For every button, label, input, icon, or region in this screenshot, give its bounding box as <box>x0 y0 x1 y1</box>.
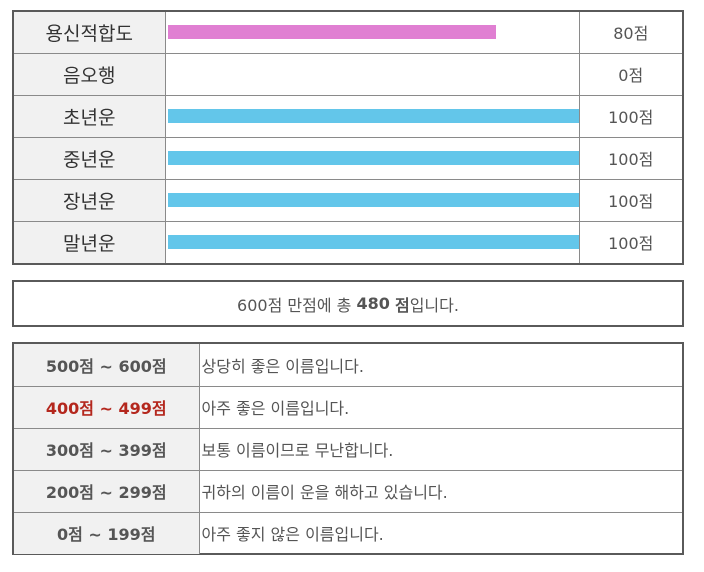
grade-row: 500점 ~ 600점 상당히 좋은 이름입니다. <box>14 344 682 387</box>
score-bar-cell <box>164 136 580 180</box>
total-value: 480 <box>356 294 390 313</box>
total-prefix: 600점 만점에 총 <box>237 295 352 315</box>
score-value: 80점 <box>578 12 682 54</box>
score-bar <box>167 25 497 40</box>
score-row: 음오행 0점 <box>14 52 682 96</box>
score-bar-cell <box>164 12 580 54</box>
grade-row: 400점 ~ 499점 아주 좋은 이름입니다. <box>14 385 682 429</box>
score-row: 장년운 100점 <box>14 178 682 222</box>
score-bar <box>167 151 579 165</box>
score-row: 초년운 100점 <box>14 94 682 138</box>
total-unit: 점 <box>394 295 410 315</box>
grade-row: 300점 ~ 399점 보통 이름이므로 무난합니다. <box>14 427 682 471</box>
score-bar <box>167 109 579 123</box>
grade-description: 상당히 좋은 이름입니다. <box>198 344 682 387</box>
grade-range: 0점 ~ 199점 <box>14 511 200 554</box>
grade-description: 보통 이름이므로 무난합니다. <box>198 427 682 471</box>
score-row: 용신적합도 80점 <box>14 12 682 54</box>
grade-row: 200점 ~ 299점 귀하의 이름이 운을 해하고 있습니다. <box>14 469 682 513</box>
total-summary: 600점 만점에 총 480 점 입니다. <box>12 280 684 327</box>
score-bar-cell <box>164 94 580 138</box>
score-label: 초년운 <box>14 94 166 138</box>
grade-description: 귀하의 이름이 운을 해하고 있습니다. <box>198 469 682 513</box>
score-bar-cell <box>164 178 580 222</box>
score-table: 용신적합도 80점 음오행 0점 초년운 100점 <box>12 10 684 265</box>
grade-description: 아주 좋지 않은 이름입니다. <box>198 511 682 554</box>
grade-range: 200점 ~ 299점 <box>14 469 200 513</box>
score-value: 100점 <box>578 178 682 222</box>
score-value: 100점 <box>578 220 682 263</box>
score-bar-cell <box>164 52 580 96</box>
grade-row: 0점 ~ 199점 아주 좋지 않은 이름입니다. <box>14 511 682 554</box>
score-value: 100점 <box>578 136 682 180</box>
grade-range: 400점 ~ 499점 <box>14 385 200 429</box>
score-bar <box>167 235 579 250</box>
total-suffix: 입니다. <box>409 295 459 315</box>
grade-range: 300점 ~ 399점 <box>14 427 200 471</box>
score-value: 100점 <box>578 94 682 138</box>
grade-range: 500점 ~ 600점 <box>14 344 200 387</box>
grade-description: 아주 좋은 이름입니다. <box>198 385 682 429</box>
grade-table: 500점 ~ 600점 상당히 좋은 이름입니다. 400점 ~ 499점 아주… <box>12 342 684 555</box>
score-label: 말년운 <box>14 220 166 263</box>
score-label: 중년운 <box>14 136 166 180</box>
score-row: 말년운 100점 <box>14 220 682 263</box>
score-bar-cell <box>164 220 580 263</box>
score-row: 중년운 100점 <box>14 136 682 180</box>
score-label: 음오행 <box>14 52 166 96</box>
score-label: 용신적합도 <box>14 12 166 54</box>
score-bar <box>167 193 579 207</box>
score-label: 장년운 <box>14 178 166 222</box>
score-value: 0점 <box>578 52 682 96</box>
